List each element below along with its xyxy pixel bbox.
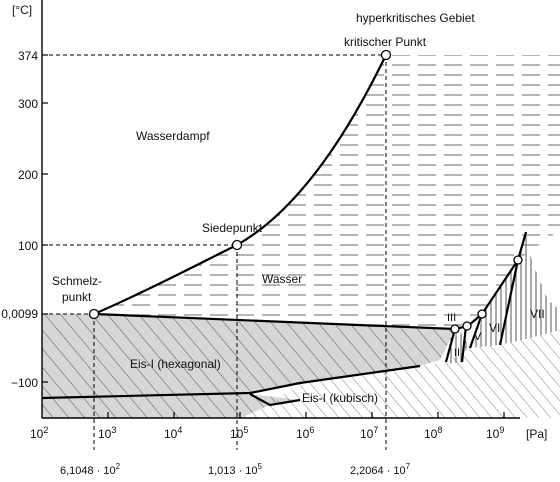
melting-point-label: punkt [62,290,92,304]
y-tick-label: 374 [18,49,38,63]
triple-pressure-label: 6,1048 · 102 [60,462,121,477]
ice-hex-label: Eis-I (hexagonal) [130,357,221,371]
boiling-point-label: Siedepunkt [202,221,263,235]
hex-cubic-boundary [41,364,421,400]
ice-vi-label: VI [489,321,500,335]
y-tick-label: 100 [18,239,38,253]
x-tick-label: 107 [360,425,378,441]
triple-point-marker [88,308,100,320]
liquid-region [94,55,560,329]
ice-iii-point-marker [450,324,460,334]
y-tick-label: 0,0099 [1,307,38,321]
ice-v-point-marker [462,321,472,331]
y-tick-marks [42,54,48,383]
y-axis-unit: [°C] [12,3,32,17]
x-axis-unit: [Pa] [526,427,547,441]
x-tick-marks [107,412,505,418]
ice-highpressure-region [240,330,560,418]
melting-point-label: Schmelz- [52,274,102,288]
y-tick-label: −100 [11,376,38,390]
y-tick-label: 300 [18,97,38,111]
x-tick-label: 102 [30,425,48,441]
ice-hex-region [42,314,455,398]
ice-vii-point-marker [513,255,523,265]
ice-cubic-label: Eis-I (kubisch) [302,391,378,405]
x-tick-label: 103 [98,425,116,441]
critical-pressure-label: 2,2064 · 107 [350,462,411,477]
melting-curve [93,312,456,331]
boiling-point-marker [231,239,243,251]
ice-cubic-region [42,394,300,418]
ice-vii-label: VII [530,307,545,321]
ice-ii-label: II [454,347,460,359]
ice-vi-point-marker [477,309,487,319]
x-tick-label: 109 [486,425,504,441]
ice-vi-vii-region [470,232,560,348]
x-tick-label: 108 [424,425,442,441]
critical-point-marker [380,49,392,61]
ice-iii-label: III [447,312,456,324]
supercritical-label: hyperkritisches Gebiet [356,11,475,25]
boiling-pressure-label: 1,013 · 105 [208,462,263,477]
y-tick-label: 200 [18,168,38,182]
liquid-label: Wasser [262,272,302,286]
ice-v-label: V [474,331,482,343]
x-tick-label: 105 [230,425,248,441]
vapor-label: Wasserdampf [136,129,210,143]
vaporization-curve [93,54,387,316]
x-tick-label: 104 [164,425,182,441]
x-tick-label: 106 [296,425,314,441]
critical-point-label: kritischer Punkt [344,35,427,49]
